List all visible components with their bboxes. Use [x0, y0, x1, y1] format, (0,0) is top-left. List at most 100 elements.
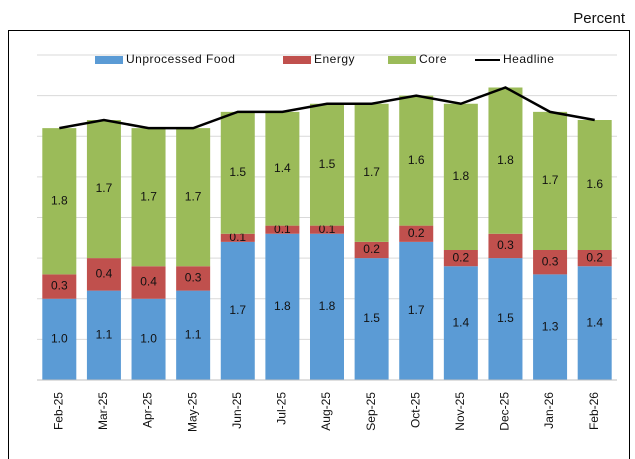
- data-label: 1.1: [96, 327, 113, 341]
- bar-segment: [42, 274, 77, 299]
- bar-segment: [577, 266, 612, 380]
- data-label: 1.4: [586, 315, 603, 329]
- bar-segment: [310, 233, 344, 380]
- bar-segment: [399, 225, 434, 242]
- data-label: 0.3: [51, 279, 68, 293]
- bar-segment: [399, 241, 434, 380]
- data-label: 1.6: [408, 153, 425, 167]
- legend-label: Unprocessed Food: [126, 52, 235, 66]
- data-label: 1.7: [229, 303, 246, 317]
- data-label: 1.8: [453, 169, 470, 183]
- data-label: 0.2: [453, 250, 470, 264]
- x-tick-label: Mar-25: [96, 392, 110, 430]
- bar-segment: [533, 111, 568, 250]
- data-label: 1.0: [51, 332, 68, 346]
- data-label: 1.3: [542, 319, 559, 333]
- data-label: 1.8: [51, 193, 68, 207]
- bar-segment: [488, 87, 523, 234]
- x-tick-label: Aug-25: [319, 392, 333, 431]
- data-label: 0.3: [185, 271, 202, 285]
- bar-segment: [488, 258, 523, 380]
- bar-segment: [86, 120, 121, 259]
- bar-segment: [176, 290, 211, 380]
- data-label: 0.4: [96, 267, 113, 281]
- bar-segment: [533, 274, 568, 380]
- bar-segment: [220, 233, 255, 242]
- bar-segment: [220, 111, 255, 234]
- bar-segment: [354, 103, 389, 242]
- legend-swatch: [95, 56, 123, 64]
- x-tick-label: Sep-25: [364, 392, 378, 431]
- bar-segment: [399, 95, 434, 226]
- x-tick-label: Nov-25: [453, 392, 467, 431]
- bar-segment: [131, 128, 166, 267]
- bar-segment: [42, 128, 77, 275]
- x-tick-label: Feb-26: [587, 392, 601, 430]
- bar-segment: [176, 128, 211, 267]
- bar-segment: [265, 233, 300, 380]
- bar-segment: [354, 258, 389, 380]
- legend-label: Core: [419, 52, 447, 66]
- legend-swatch: [388, 56, 416, 64]
- data-label: 0.2: [408, 226, 425, 240]
- x-tick-label: Oct-25: [408, 392, 422, 428]
- data-label: 0.3: [497, 238, 514, 252]
- data-label: 1.7: [363, 165, 380, 179]
- data-label: 1.5: [319, 157, 336, 171]
- bar-segment: [488, 233, 523, 259]
- chart-frame: [8, 30, 630, 459]
- data-label: 0.4: [140, 275, 157, 289]
- legend-label: Energy: [314, 52, 355, 66]
- bar-segment: [577, 250, 612, 267]
- data-label: 0.3: [542, 254, 559, 268]
- x-tick-label: May-25: [185, 392, 199, 432]
- bar-segment: [354, 241, 389, 259]
- bar-segment: [310, 103, 344, 226]
- bar-segment: [265, 111, 300, 226]
- bar-segment: [220, 241, 255, 380]
- bar-segment: [310, 225, 344, 234]
- unit-label: Percent: [573, 10, 626, 27]
- data-label: 1.7: [542, 173, 559, 187]
- bar-segment: [533, 250, 568, 275]
- headline-line: [59, 86, 595, 130]
- x-tick-label: Jan-26: [542, 392, 556, 429]
- data-label: 1.5: [363, 311, 380, 325]
- x-tick-label: Feb-25: [51, 392, 65, 430]
- bar-segment: [265, 225, 300, 234]
- data-label: 1.8: [274, 299, 291, 313]
- legend-label: Headline: [503, 52, 554, 66]
- x-tick-label: Dec-25: [498, 392, 512, 431]
- data-label: 0.2: [363, 242, 380, 256]
- bar-segment: [131, 266, 166, 299]
- data-label: 1.1: [185, 327, 202, 341]
- data-label: 1.7: [140, 189, 157, 203]
- bar-segment: [131, 298, 166, 380]
- bar-segment: [443, 266, 478, 380]
- data-label: 1.8: [497, 153, 514, 167]
- data-label: 1.4: [453, 315, 470, 329]
- data-label: 0.2: [586, 250, 603, 264]
- data-label: 1.7: [408, 303, 425, 317]
- bar-segment: [176, 266, 211, 291]
- bar-segment: [86, 290, 121, 380]
- data-label: 1.5: [229, 165, 246, 179]
- bar-segment: [42, 298, 77, 380]
- data-label: 1.0: [140, 332, 157, 346]
- legend-swatch: [283, 56, 311, 64]
- data-label: 1.4: [274, 161, 291, 175]
- x-tick-label: Jul-25: [275, 392, 289, 425]
- bar-segment: [443, 250, 478, 267]
- data-label: 1.7: [185, 189, 202, 203]
- data-label: 1.8: [319, 299, 336, 313]
- bar-segment: [443, 103, 478, 250]
- x-tick-label: Apr-25: [141, 392, 155, 428]
- bar-segment: [577, 120, 612, 250]
- bar-segment: [86, 258, 121, 291]
- data-label: 1.6: [586, 177, 603, 191]
- data-label: 1.7: [96, 181, 113, 195]
- data-label: 1.5: [497, 311, 514, 325]
- x-tick-label: Jun-25: [230, 392, 244, 429]
